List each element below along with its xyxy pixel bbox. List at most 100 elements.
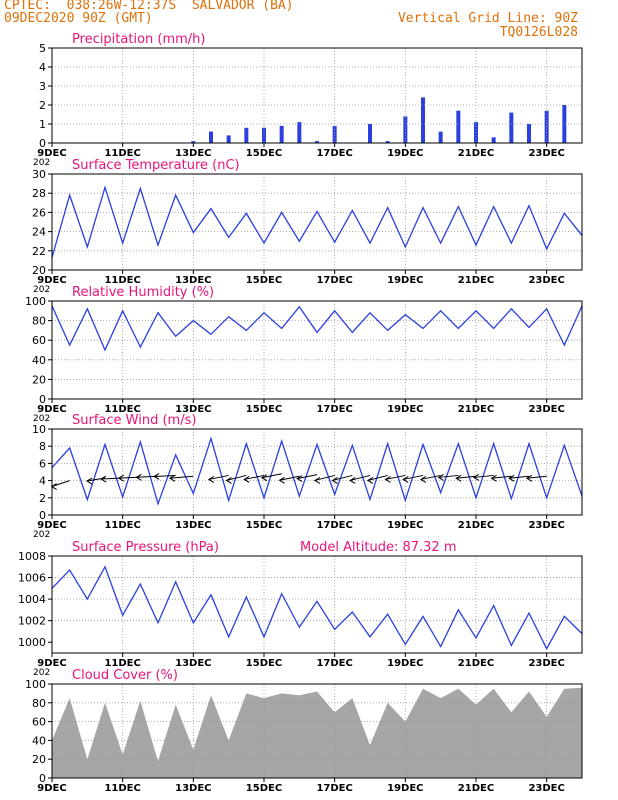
y-tick-label: 3 [39,80,46,93]
header-init-time: 09DEC2020 90Z (GMT) [4,11,153,26]
wind-arrow-head [419,476,427,483]
wind-arrow [491,475,512,479]
wind-arrow-head [100,475,107,483]
precip-bar [226,135,231,143]
x-tick-label: 17DEC [316,520,352,531]
precip-bar [332,125,337,143]
pres-title: Surface Pressure (hPa) [72,540,219,555]
x-tick-label: 19DEC [387,148,423,159]
y-tick-label: 100 [25,678,46,691]
y-tick-label: 4 [39,475,46,488]
wind-arrow-head [313,477,321,484]
precip-bar [368,124,372,143]
precip-bar [456,110,461,143]
precip-bar [385,141,390,143]
x-tick-label: 11DEC [104,658,140,669]
wind-title: Surface Wind (m/s) [72,413,196,428]
y-tick-label: 2 [39,492,46,505]
rh-series-line [51,305,583,352]
y-tick-label: 20 [32,753,46,766]
x-year-label: 202 [33,285,50,295]
precip-bar [191,141,196,143]
precip-bar [297,122,302,143]
x-tick-label: 15DEC [246,783,282,794]
x-tick-label: 11DEC [104,520,140,531]
temp-frame [51,173,583,271]
wind-arrow [367,474,388,481]
y-tick-label: 26 [32,206,46,219]
y-tick-label: 2 [39,99,46,112]
x-tick-label: 23DEC [528,404,564,415]
header-grid-line-note: Vertical Grid Line: 90Z [397,11,578,26]
x-tick-label: 13DEC [175,275,211,286]
x-tick-label: 15DEC [246,275,282,286]
wind-arrow [297,474,318,480]
y-tick-label: 10 [32,423,46,436]
y-tick-label: 0 [39,393,46,406]
x-tick-label: 21DEC [458,275,494,286]
y-tick-label: 6 [39,457,46,470]
x-tick-label: 23DEC [528,658,564,669]
x-tick-label: 19DEC [387,520,423,531]
x-tick-label: 13DEC [175,404,211,415]
x-tick-label: 9DEC [37,275,66,286]
wind-arrow [244,474,265,480]
wind-arrow [509,475,530,479]
y-tick-label: 4 [39,61,46,74]
x-tick-label: 19DEC [387,658,423,669]
x-tick-label: 11DEC [104,783,140,794]
cloud-title: Cloud Cover (%) [72,668,178,683]
x-year-label: 202 [33,668,50,678]
wind-arrow-head [260,474,268,482]
wind-arrow [51,480,70,488]
header-location: CPTEC: 038:26W-12:37S SALVADOR (BA) [4,0,294,13]
x-tick-label: 19DEC [387,275,423,286]
x-tick-label: 23DEC [528,520,564,531]
wind-arrow [350,474,371,481]
wind-arrow-head [296,475,303,483]
x-tick-label: 21DEC [458,520,494,531]
y-tick-label: 1004 [18,593,46,606]
precip-bar [279,125,284,143]
precip-bar [527,124,531,143]
precip-frame [51,47,583,144]
x-tick-label: 11DEC [104,404,140,415]
wind-arrow [420,474,441,480]
y-tick-label: 0 [39,509,46,522]
pres-frame [51,555,583,654]
x-tick-label: 21DEC [458,783,494,794]
x-tick-label: 9DEC [37,148,66,159]
y-tick-label: 40 [32,734,46,747]
wind-arrow [473,474,494,478]
x-tick-label: 23DEC [528,275,564,286]
precip-bar [438,131,443,143]
x-tick-label: 17DEC [316,148,352,159]
wind-arrow [456,475,477,479]
y-tick-label: 8 [39,440,46,453]
y-tick-label: 60 [32,334,46,347]
wind-arrow [403,474,424,480]
precip-bar [509,112,514,143]
wind-arrow-head [117,474,124,482]
x-tick-label: 23DEC [528,148,564,159]
precip-bar [491,137,496,143]
wind-arrow-head [455,474,462,482]
x-tick-label: 9DEC [37,783,66,794]
wind-arrow [385,474,406,480]
temp-series-line [51,185,583,258]
wind-arrow-head [331,477,338,484]
x-tick-label: 15DEC [246,520,282,531]
wind-arrow-head [225,477,232,484]
x-tick-label: 17DEC [316,275,352,286]
wind-arrow [208,474,229,480]
precip-bar [244,127,249,143]
x-tick-label: 21DEC [458,404,494,415]
wind-arrow-head [402,476,409,483]
y-tick-label: 5 [39,42,46,55]
cloud-frame [51,683,583,779]
wind-arrow-head [86,477,93,485]
wind-arrow-head [168,474,176,482]
y-tick-label: 1002 [18,615,46,628]
precip-bar [562,105,567,143]
temp-title: Surface Temperature (nC) [72,158,240,173]
